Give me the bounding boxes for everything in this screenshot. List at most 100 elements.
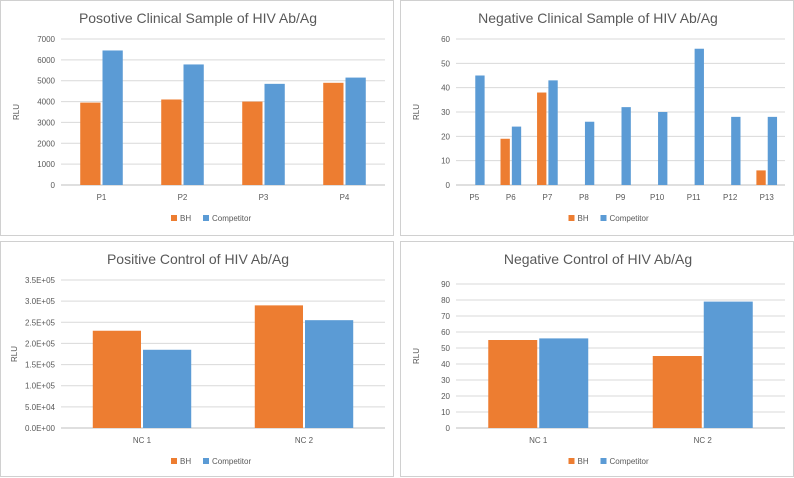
bar-competitor-p11 (694, 48, 704, 185)
bar-competitor-p13 (767, 116, 778, 185)
y-tick-label: 20 (441, 132, 450, 141)
chart-svg-negative-control: Negative Control of HIV Ab/Ag RLU 0 10 20 3… (412, 251, 785, 466)
bar-bh-nc2 (652, 356, 702, 428)
chart-panel-positive-control: Positive Control of HIV Ab/Ag RLU 0.0E+0… (0, 241, 394, 477)
bar-competitor-p3 (264, 83, 285, 185)
y-tick-label: 7000 (37, 35, 55, 44)
y-tick-label: 50 (441, 59, 450, 68)
legend-swatch-bh (568, 458, 575, 464)
y-tick-label: 40 (441, 360, 450, 369)
bar-bh-p2 (161, 99, 182, 185)
y-tick-label: 10 (441, 157, 450, 166)
bar-bh-nc1 (92, 330, 141, 428)
bar-competitor-p10 (658, 112, 668, 185)
y-tick-label: 60 (441, 35, 450, 44)
chart-svg-positive-control: Positive Control of HIV Ab/Ag RLU 0.0E+0… (10, 251, 385, 466)
bar-competitor-nc2 (703, 301, 753, 428)
legend-label-competitor: Competitor (610, 457, 649, 466)
x-tick-label: P10 (650, 193, 665, 202)
y-tick-label: 2.0E+05 (25, 339, 56, 348)
y-tick-label: 5.0E+04 (25, 403, 56, 412)
y-tick-label: 3.0E+05 (25, 297, 56, 306)
bar-competitor-p5 (475, 75, 485, 185)
x-tick-label: P3 (259, 193, 269, 202)
y-tick-label: 30 (441, 108, 450, 117)
y-tick-label: 0 (446, 424, 451, 433)
bar-competitor-p4 (345, 77, 366, 185)
legend-label-bh: BH (180, 457, 191, 466)
x-tick-label: P5 (469, 193, 479, 202)
chart-title: Negative Clinical Sample of HIV Ab/Ag (478, 10, 718, 26)
y-axis-title: RLU (10, 346, 19, 362)
y-tick-label: 3000 (37, 118, 55, 127)
chart-title: Posotive Clinical Sample of HIV Ab/Ag (79, 10, 317, 26)
bar-competitor-p2 (183, 64, 204, 185)
bar-bh-nc2 (254, 305, 303, 428)
bar-competitor-p12 (731, 116, 741, 185)
legend-swatch-competitor (203, 215, 209, 221)
x-tick-label: NC 2 (694, 436, 713, 445)
bar-bh-p6 (500, 138, 510, 185)
x-tick-label: P8 (579, 193, 589, 202)
y-tick-label: 1000 (37, 160, 55, 169)
y-tick-label: 0.0E+00 (25, 424, 56, 433)
y-tick-label: 1.0E+05 (25, 382, 56, 391)
y-tick-label: 70 (441, 312, 450, 321)
chart-title: Positive Control of HIV Ab/Ag (107, 251, 289, 267)
bar-bh-p4 (323, 82, 344, 185)
chart-panel-negative-control: Negative Control of HIV Ab/Ag RLU 0 10 20 3… (400, 241, 794, 477)
bar-competitor-p7 (548, 80, 558, 185)
bar-competitor-p9 (621, 107, 631, 185)
bar-bh-p7 (537, 92, 547, 185)
chart-panel-negative-clinical: Negative Clinical Sample of HIV Ab/Ag RL… (400, 0, 794, 236)
x-tick-label: P1 (97, 193, 107, 202)
y-tick-label: 4000 (37, 98, 55, 107)
legend-label-competitor: Competitor (212, 214, 251, 223)
chart-panel-positive-clinical: Posotive Clinical Sample of HIV Ab/Ag RL… (0, 0, 394, 236)
bar-competitor-nc1 (539, 338, 589, 428)
chart-svg-positive-clinical: Posotive Clinical Sample of HIV Ab/Ag RL… (12, 10, 385, 223)
legend-label-competitor: Competitor (610, 214, 649, 223)
bar-competitor-p6 (511, 126, 522, 185)
bar-competitor-nc1 (143, 349, 192, 428)
y-tick-label: 2.5E+05 (25, 318, 56, 327)
y-axis-title: RLU (412, 348, 421, 364)
y-tick-label: 1.5E+05 (25, 361, 56, 370)
y-tick-label: 0 (446, 181, 451, 190)
chart-svg-negative-clinical: Negative Clinical Sample of HIV Ab/Ag RL… (412, 10, 785, 223)
legend-label-bh: BH (578, 457, 589, 466)
y-tick-label: 6000 (37, 56, 55, 65)
x-tick-label: P9 (616, 193, 626, 202)
bar-bh-nc1 (488, 340, 538, 428)
bar-bh-p3 (242, 101, 263, 185)
y-axis-title: RLU (412, 104, 421, 120)
x-tick-label: P13 (760, 193, 775, 202)
x-tick-label: NC 2 (295, 436, 314, 445)
x-tick-label: P12 (723, 193, 738, 202)
y-tick-label: 20 (441, 392, 450, 401)
legend-label-bh: BH (180, 214, 191, 223)
bar-competitor-p1 (102, 50, 123, 185)
chart-title: Negative Control of HIV Ab/Ag (504, 251, 692, 267)
legend-swatch-bh (171, 458, 177, 464)
legend-swatch-bh (568, 215, 575, 221)
legend-swatch-competitor (203, 458, 209, 464)
x-tick-label: P4 (340, 193, 350, 202)
x-tick-label: P7 (542, 193, 552, 202)
legend-label-competitor: Competitor (212, 457, 251, 466)
bar-bh-p13 (756, 170, 766, 185)
y-tick-label: 5000 (37, 77, 55, 86)
bar-competitor-nc2 (305, 320, 354, 428)
legend-swatch-competitor (600, 215, 607, 221)
y-tick-label: 10 (441, 408, 450, 417)
y-tick-label: 0 (51, 181, 56, 190)
y-tick-label: 30 (441, 376, 450, 385)
y-tick-label: 60 (441, 328, 450, 337)
y-tick-label: 90 (441, 280, 450, 289)
y-axis-title: RLU (12, 104, 21, 120)
x-tick-label: NC 1 (529, 436, 548, 445)
y-tick-label: 50 (441, 344, 450, 353)
y-tick-label: 2000 (37, 139, 55, 148)
x-tick-label: P2 (178, 193, 188, 202)
bar-competitor-p8 (584, 121, 595, 185)
